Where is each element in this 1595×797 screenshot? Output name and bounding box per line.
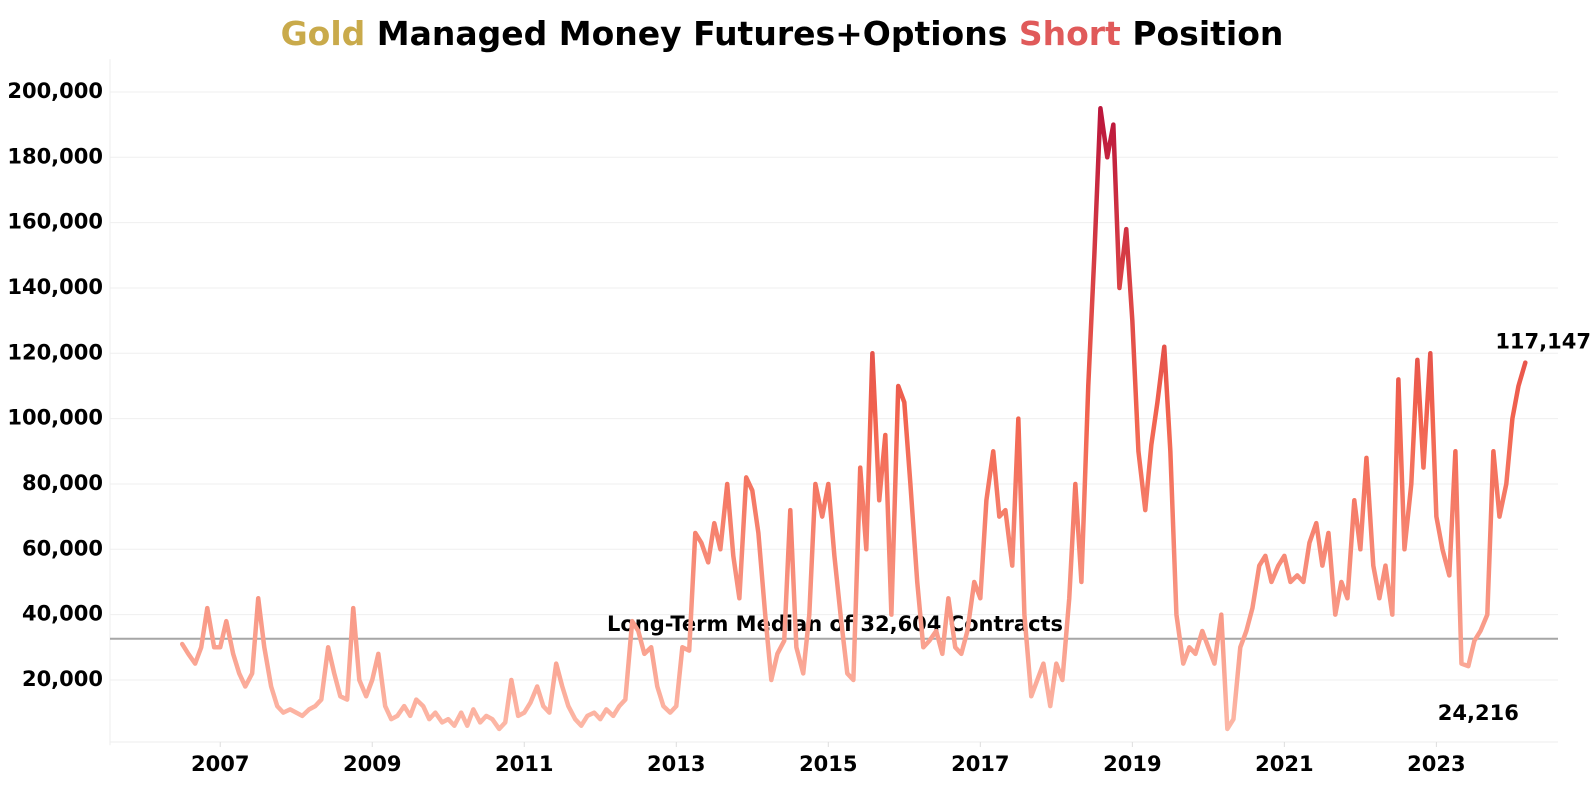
x-tick-label: 2013 [647, 752, 705, 776]
y-tick-label: 60,000 [22, 536, 103, 560]
x-tick-label: 2009 [343, 752, 401, 776]
annotation-label: 117,147 [1495, 330, 1591, 354]
y-tick-label: 140,000 [7, 275, 103, 299]
y-tick-label: 120,000 [7, 340, 103, 364]
data-line [179, 106, 1528, 732]
y-tick-label: 100,000 [7, 406, 103, 430]
y-tick-label: 180,000 [7, 144, 103, 168]
title-part: Managed Money Futures+Options [377, 14, 1008, 53]
title-part: Gold [281, 14, 366, 53]
y-tick-label: 20,000 [22, 667, 103, 691]
x-tick-label: 2011 [495, 752, 553, 776]
title-part: Short [1019, 14, 1121, 53]
chart-title: Gold Managed Money Futures+Options Short… [281, 14, 1284, 53]
y-tick-label: 160,000 [7, 210, 103, 234]
x-tick-label: 2017 [951, 752, 1009, 776]
annotation-label: 24,216 [1438, 701, 1519, 725]
y-tick-label: 80,000 [22, 471, 103, 495]
y-tick-label: 40,000 [22, 602, 103, 626]
median-label: Long-Term Median of 32,604 Contracts [607, 612, 1063, 636]
title-part: Position [1132, 14, 1283, 53]
x-tick-label: 2019 [1103, 752, 1161, 776]
x-tick-label: 2021 [1255, 752, 1313, 776]
x-tick-label: 2023 [1407, 752, 1465, 776]
y-tick-label: 200,000 [7, 79, 103, 103]
x-tick-label: 2007 [191, 752, 249, 776]
x-tick-label: 2015 [799, 752, 857, 776]
